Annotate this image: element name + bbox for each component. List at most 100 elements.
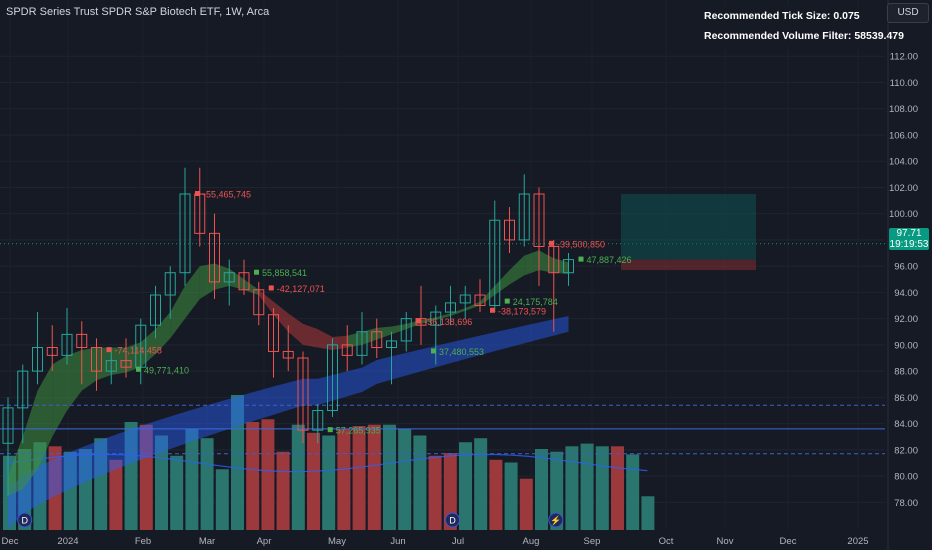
annotation-marker [106, 347, 112, 353]
volume-filter-text: Recommended Volume Filter: 58539.479 [704, 30, 904, 42]
volume-bar [626, 454, 640, 530]
annotation-label: 55,858,541 [262, 268, 307, 278]
x-tick-label: Nov [717, 536, 734, 547]
volume-bar [565, 446, 579, 530]
annotation-label: -38,173,579 [498, 306, 546, 316]
candle-body [179, 193, 191, 274]
y-tick-label: 84.00 [894, 419, 918, 430]
candle-body [518, 193, 530, 241]
candle-body [489, 219, 501, 307]
fast-ma-band-segment [376, 326, 392, 340]
fast-ma-band-segment [214, 263, 230, 290]
volume-bar [276, 451, 290, 530]
volume-bar [109, 459, 123, 530]
fast-ma-band-segment [126, 342, 141, 373]
fast-ma-band-segment [244, 279, 259, 296]
annotation-marker [431, 348, 436, 354]
fast-ma-band-segment [22, 390, 38, 490]
volume-bar [155, 435, 168, 530]
candle-body [238, 272, 250, 291]
fast-ma-band-segment [347, 331, 362, 348]
annotation-marker [327, 427, 333, 433]
stop-zone [621, 259, 756, 271]
fast-ma-band-segment [52, 355, 67, 437]
fast-ma-band-segment [288, 313, 303, 345]
target-zone [621, 194, 756, 260]
annotation-marker [268, 285, 274, 291]
fast-ma-band-segment [421, 317, 436, 324]
candle-body [150, 294, 161, 326]
candle-body [400, 318, 412, 342]
y-tick-label: 92.00 [894, 314, 918, 325]
candle-body [32, 347, 43, 372]
fast-ma-band-segment [465, 301, 480, 311]
candle-body [268, 314, 279, 352]
x-tick-label: Apr [257, 536, 272, 547]
candle-body [459, 294, 471, 304]
annotation-label: -42,127,071 [277, 284, 325, 294]
fast-ma-band-segment [391, 323, 407, 335]
candle-body [327, 344, 338, 411]
x-tick-label: 2024 [57, 536, 78, 547]
volume-bar [139, 424, 153, 530]
fast-ma-band-segment [273, 301, 289, 332]
volume-bar [383, 424, 396, 530]
fast-ma-band-segment [81, 347, 97, 391]
volume-bar [504, 462, 518, 530]
volume-bar [79, 449, 92, 530]
annotation-label: -36,138,696 [424, 317, 472, 327]
time-axis [0, 530, 932, 550]
annotation-label: 57,265,935 [336, 426, 381, 436]
candle-body [445, 302, 456, 313]
annotation-marker [504, 298, 510, 304]
volume-bar [200, 438, 214, 530]
candle-body [61, 333, 73, 356]
fast-ma-band-segment [317, 329, 333, 351]
volume-bar [48, 446, 62, 530]
fast-ma-band-segment [199, 263, 215, 299]
annotation-marker [549, 240, 554, 246]
event-marker-label: D [22, 516, 29, 526]
candle-body [91, 347, 102, 372]
fast-ma-band-segment [185, 266, 200, 319]
annotation-label: -74,114,458 [115, 346, 162, 356]
volume-bar [367, 424, 381, 530]
candle-body [223, 272, 235, 283]
fast-ma-band-segment [494, 270, 510, 296]
candle-body [17, 370, 29, 409]
volume-bar [337, 428, 351, 530]
price-axis [888, 0, 932, 550]
fast-ma-band-segment [155, 312, 171, 355]
candle-body [430, 311, 442, 326]
fast-ma-band-segment [362, 327, 377, 345]
annotation-label: 49,771,410 [144, 365, 189, 375]
currency-button[interactable]: USD [887, 3, 929, 23]
candle-body [2, 407, 14, 444]
y-tick-label: 96.00 [894, 262, 918, 273]
slow-ma-band [8, 316, 569, 529]
annotation-marker [578, 256, 584, 262]
volume-bar [246, 422, 260, 530]
candle-body [533, 193, 545, 247]
volume-bar [215, 469, 229, 530]
annotation-marker [490, 307, 495, 313]
volume-bar [474, 438, 488, 530]
x-tick-label: Oct [659, 536, 674, 547]
y-tick-label: 78.00 [894, 498, 918, 509]
annotation-marker [195, 191, 200, 196]
volume-bar [428, 455, 442, 530]
chart-title: SPDR Series Trust SPDR S&P Biotech ETF, … [6, 6, 270, 18]
y-tick-label: 88.00 [894, 367, 918, 378]
y-tick-label: 82.00 [894, 445, 918, 456]
y-tick-label: 94.00 [894, 288, 918, 299]
candle-body [563, 259, 574, 274]
volume-bar [352, 426, 366, 530]
volume-bar [611, 446, 624, 530]
fast-ma-band-segment [524, 250, 539, 276]
volume-bar [307, 432, 320, 530]
candle-body [282, 350, 294, 359]
candle-body [548, 245, 560, 274]
y-tick-label: 90.00 [894, 340, 918, 351]
candle-body [120, 360, 132, 368]
